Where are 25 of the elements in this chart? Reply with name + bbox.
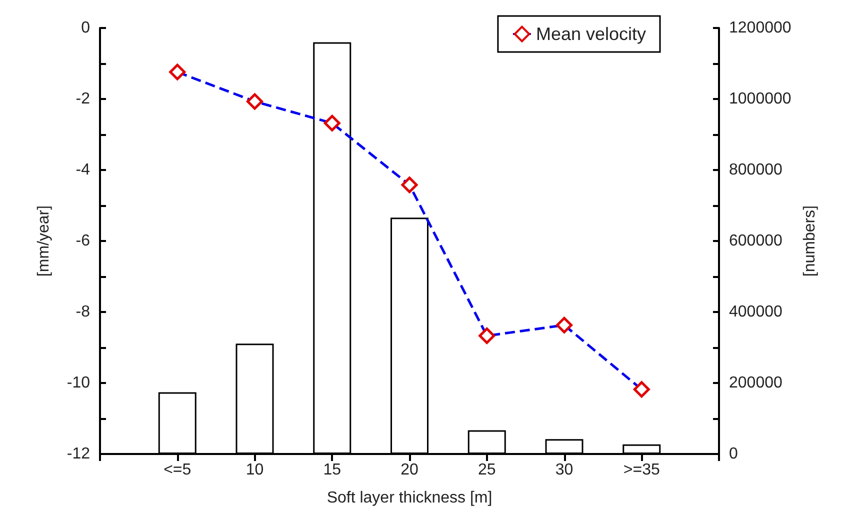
x-tick-label: 20 — [400, 462, 418, 478]
x-tick-label: <=5 — [164, 462, 192, 478]
x-tick-label: 10 — [246, 462, 264, 478]
y2-axis-title: [numbers] — [802, 205, 819, 277]
x-tick-label: 25 — [478, 462, 496, 478]
y2-tick-label: 1200000 — [729, 20, 792, 36]
x-tick-label: >=35 — [623, 462, 660, 478]
y-tick-label: -8 — [76, 304, 90, 320]
x-tick-label: 30 — [555, 462, 574, 478]
x-tick-label: 15 — [323, 462, 342, 478]
y-tick-label: -6 — [76, 232, 90, 250]
x-axis-title: Soft layer thickness [m] — [326, 490, 492, 506]
y-tick-label: 0 — [81, 20, 90, 36]
y2-tick-label: 0 — [729, 446, 738, 462]
y-tick-label: -12 — [66, 446, 90, 462]
y2-tick-label: 600000 — [729, 232, 782, 250]
y-tick-label: -4 — [76, 162, 90, 178]
legend-label: Mean velocity — [536, 24, 646, 44]
y2-tick-label: 200000 — [729, 374, 782, 392]
y2-tick-label: 800000 — [729, 162, 782, 178]
y2-tick-label: 1000000 — [729, 90, 792, 108]
y-axis-title: [mm/year] — [36, 205, 52, 277]
y2-tick-label: 400000 — [729, 304, 782, 320]
y-tick-label: -2 — [76, 90, 90, 108]
y-tick-label: -10 — [66, 374, 90, 392]
